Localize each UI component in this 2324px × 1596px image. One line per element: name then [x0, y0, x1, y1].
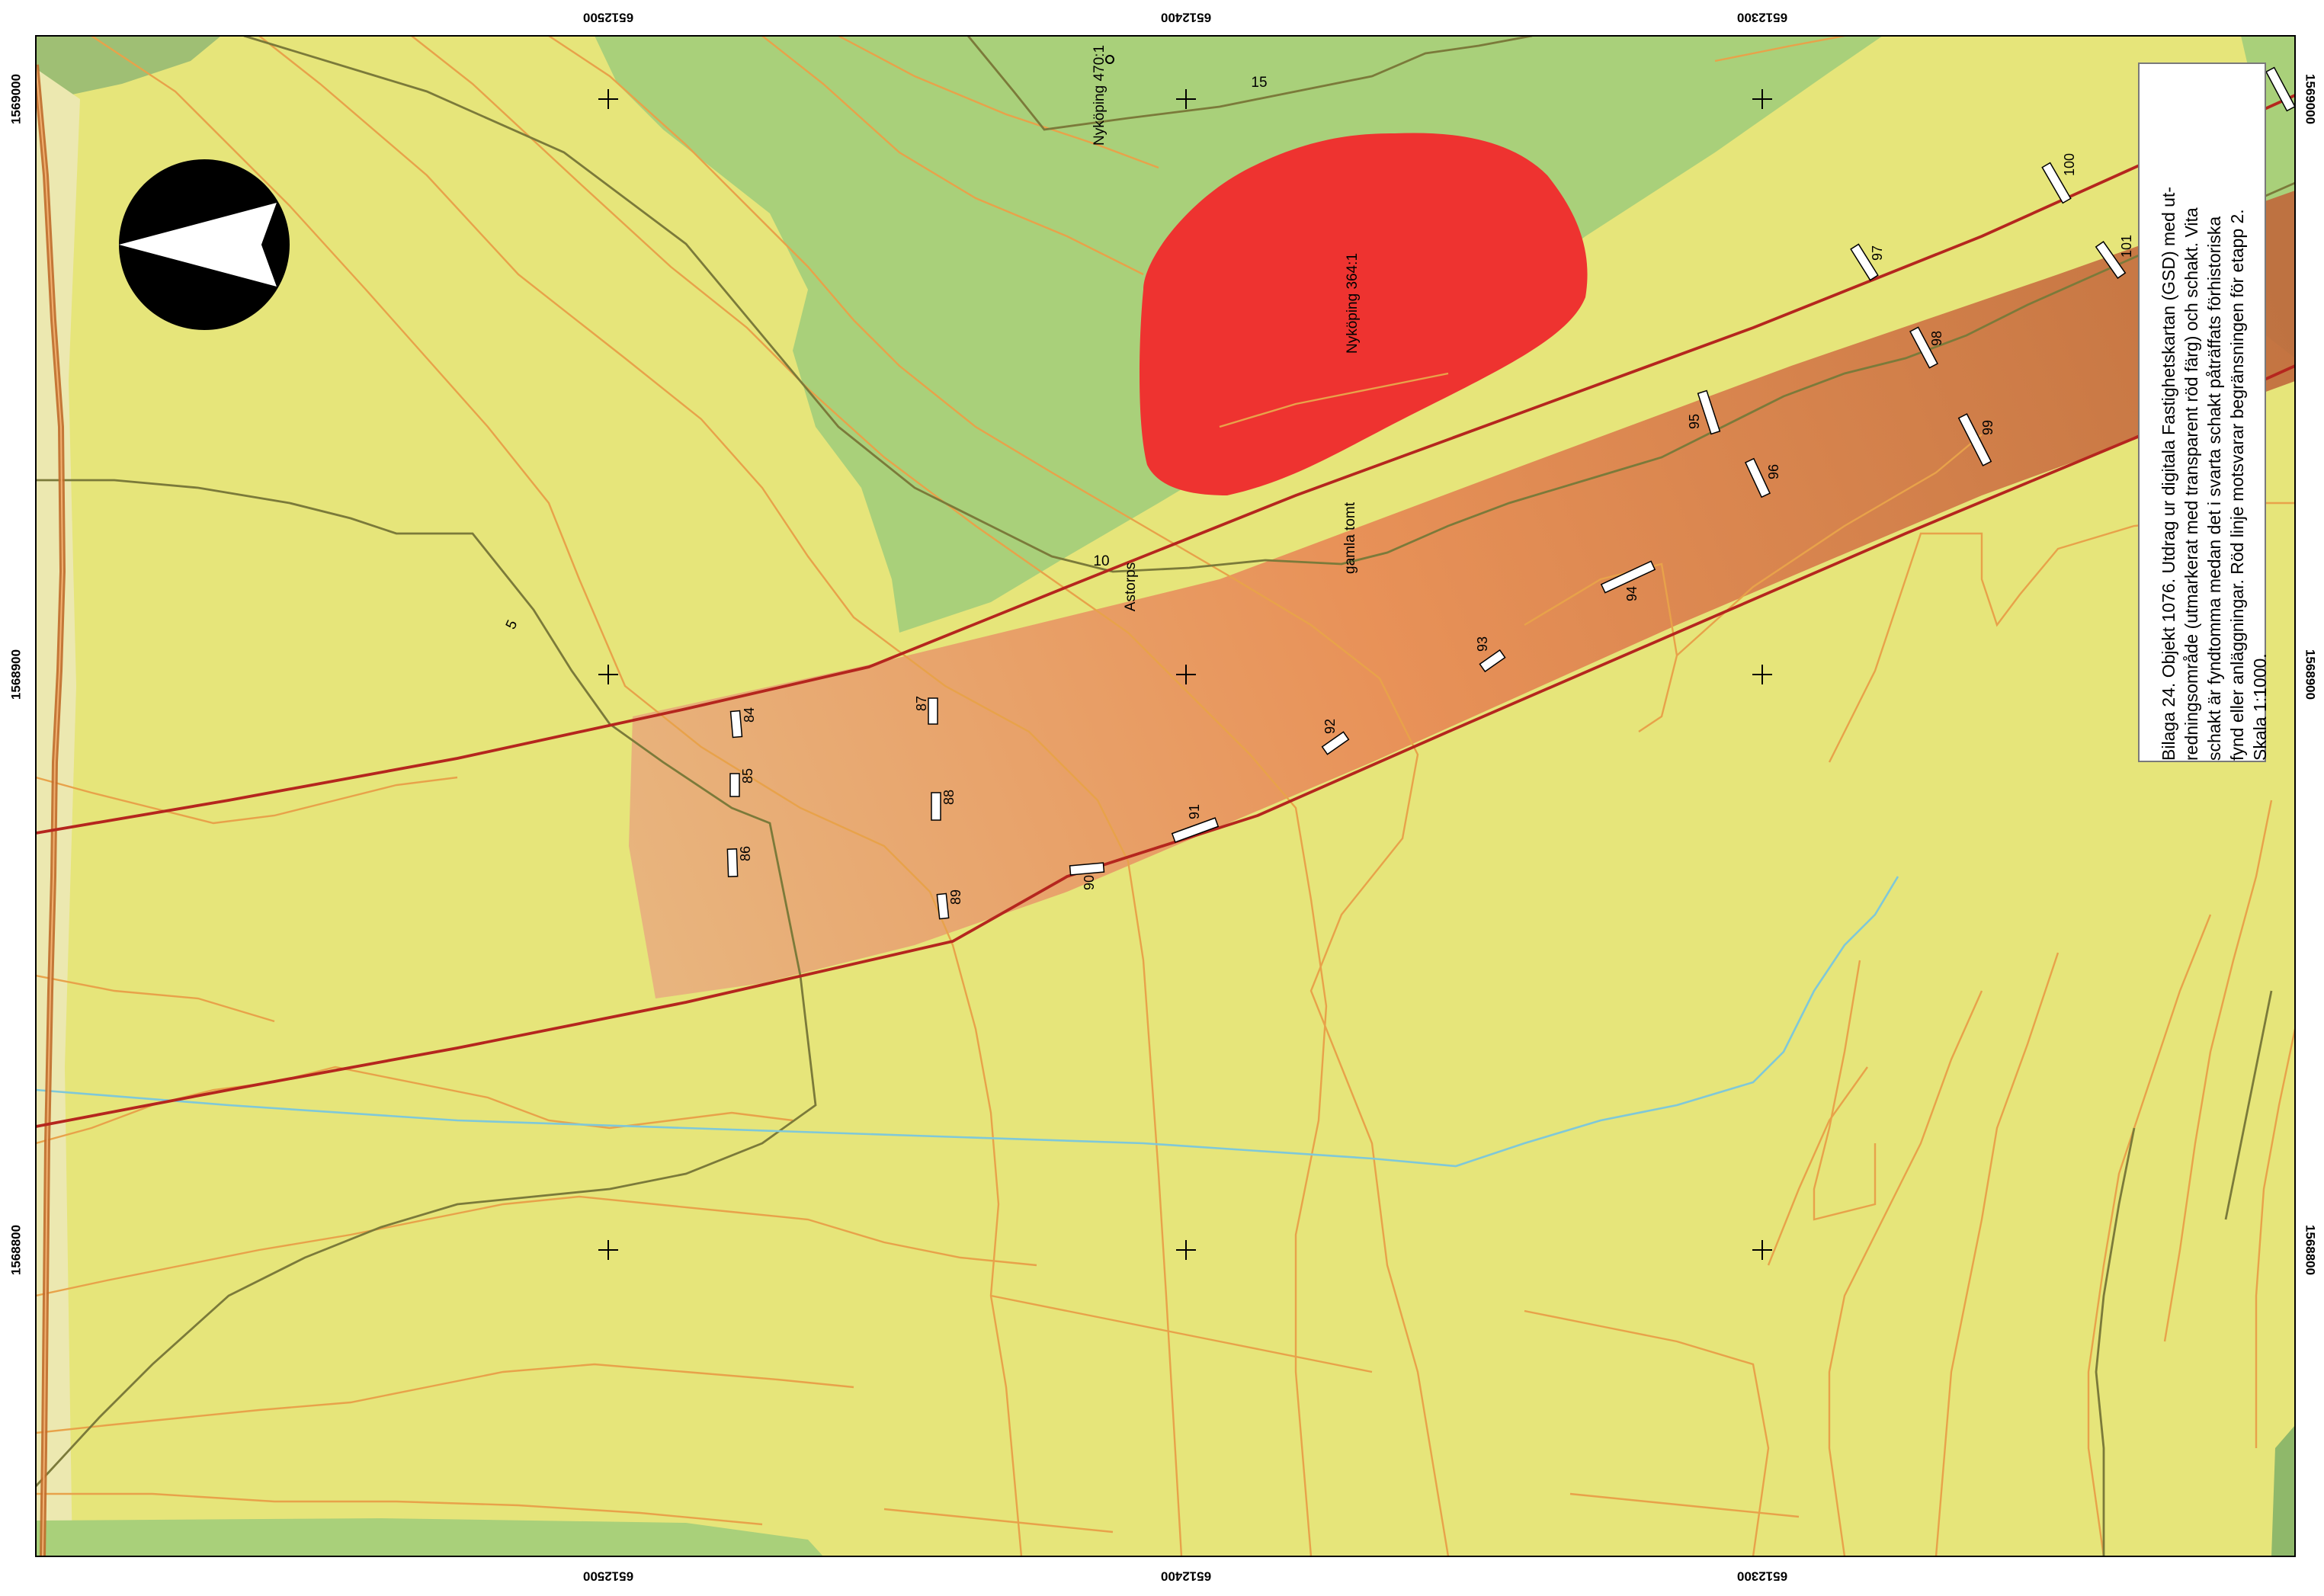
trench-93	[1479, 649, 1506, 673]
trench-98	[1909, 326, 1938, 369]
trench-label-89: 89	[948, 889, 963, 905]
trench-label-101: 101	[2119, 235, 2134, 258]
trench-label-91: 91	[1187, 804, 1202, 819]
contour-5	[36, 479, 817, 1487]
caption-line: schakt är fyndtomma medan det i svarta s…	[2204, 216, 2224, 761]
trench-label-99: 99	[1980, 420, 1995, 435]
trench-100	[2041, 162, 2072, 204]
contour-15	[966, 36, 1533, 131]
trench-89	[936, 893, 950, 920]
study-area	[629, 191, 2295, 998]
trench-label-90: 90	[1082, 875, 1097, 890]
label-site-470: Nyköping 470:1	[1091, 45, 1108, 146]
trench-label-98: 98	[1929, 331, 1944, 346]
stream	[36, 876, 1899, 1168]
grid-cross	[1752, 1240, 1772, 1260]
trenches: 84 85 86 87 88 89 90 91 92 93 94 95 96 97 98 99 100 101	[726, 153, 2134, 920]
grid-cross	[598, 89, 618, 109]
trench-label-97: 97	[1870, 245, 1885, 261]
trench-label-93: 93	[1475, 636, 1490, 652]
trench-label-92: 92	[1322, 719, 1338, 734]
trench-label-95: 95	[1687, 414, 1702, 429]
trench-95	[1697, 389, 1721, 435]
caption-line: Bilaga 24. Objekt 1076. Utdrag ur digita…	[2159, 187, 2178, 761]
trench-87	[928, 697, 938, 725]
forest-area-southeast	[2271, 1425, 2295, 1556]
map-body	[36, 36, 2295, 1556]
coord-top-2: 6512400	[1161, 11, 1211, 25]
grid-cross	[1752, 89, 1772, 109]
trench-label-85: 85	[740, 768, 755, 784]
coord-right-2: 1568900	[2303, 649, 2318, 700]
trench-85	[729, 773, 740, 797]
forest-area-northwest	[36, 36, 221, 95]
trench-88	[931, 792, 941, 821]
trench-label-96: 96	[1766, 464, 1781, 479]
grid-crosses	[598, 89, 1772, 1260]
grid-cross	[598, 1240, 618, 1260]
caption-line: Skala 1:1000.	[2250, 653, 2270, 761]
trench-101	[2095, 241, 2127, 279]
trench-label-94: 94	[1624, 586, 1640, 601]
label-astorps: Astorps	[1123, 562, 1139, 611]
coord-right-1: 1569000	[2303, 74, 2318, 124]
grid-cross	[598, 665, 618, 684]
label-contour-15: 15	[1251, 75, 1267, 91]
trench-label-86: 86	[738, 846, 753, 861]
forest-area-south	[36, 1518, 823, 1556]
etapp2-boundary	[36, 94, 2295, 1128]
north-arrow-icon	[119, 159, 290, 330]
trench-94	[1600, 560, 1656, 594]
coord-top-3: 6512300	[1737, 11, 1787, 25]
contour-10	[243, 36, 2295, 573]
grid-cross	[1176, 1240, 1196, 1260]
trench-84	[729, 710, 743, 739]
caption-box: Bilaga 24. Objekt 1076. Utdrag ur digita…	[2138, 62, 2270, 762]
grid-cross	[1176, 89, 1196, 109]
trench-90	[1069, 862, 1105, 876]
trench-91	[1171, 817, 1220, 843]
trench-label-100: 100	[2062, 153, 2077, 176]
ancient-remain-364	[1140, 133, 1588, 496]
caption-line: redningsområde (utmarkerat med transpare…	[2181, 207, 2201, 761]
contours-major	[36, 36, 2295, 1556]
edge-trench-marker	[2265, 66, 2296, 112]
coord-left-3: 1568800	[8, 1225, 23, 1275]
caption-line: fynd eller anläggningar. Röd linje motsv…	[2227, 209, 2247, 761]
map-border	[35, 35, 2296, 1557]
coord-bottom-2: 6512400	[1161, 1569, 1211, 1584]
coord-left-1: 1569000	[8, 74, 23, 124]
trench-96	[1745, 457, 1771, 498]
place-labels: Nyköping 470:1 Nyköping 364:1 gamla tomt…	[503, 45, 1361, 632]
trench-label-87: 87	[914, 696, 929, 711]
label-site-364: Nyköping 364:1	[1345, 253, 1361, 354]
coord-bottom-3: 6512300	[1737, 1569, 1787, 1584]
grid-cross	[1176, 665, 1196, 684]
trench-label-88: 88	[941, 790, 957, 805]
site-470-marker-icon	[1105, 55, 1114, 64]
trench-label-84: 84	[742, 707, 757, 723]
label-contour-10: 10	[1093, 553, 1109, 569]
trench-97	[1850, 243, 1879, 281]
coord-right-3: 1568800	[2303, 1225, 2318, 1275]
coord-bottom-1: 6512500	[583, 1569, 633, 1584]
trench-86	[726, 848, 739, 877]
grid-cross	[1752, 665, 1772, 684]
coord-top-1: 6512500	[583, 11, 633, 25]
coordinate-labels: 6512500 6512400 6512300 6512500 6512400 …	[8, 11, 2317, 1584]
contours-minor	[36, 36, 2295, 1556]
trench-99	[1957, 413, 1992, 466]
trench-92	[1321, 731, 1350, 755]
label-gamla-tomt: gamla tomt	[1342, 502, 1358, 574]
coord-left-2: 1568900	[8, 649, 23, 700]
